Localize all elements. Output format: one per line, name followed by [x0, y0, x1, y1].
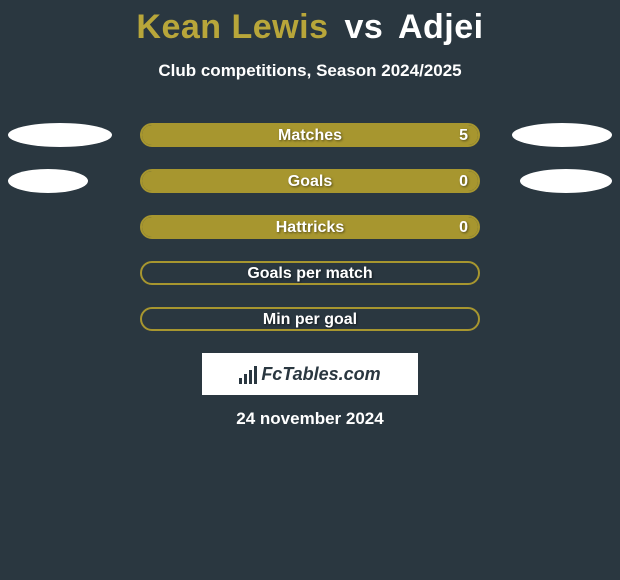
- subtitle: Club competitions, Season 2024/2025: [0, 61, 620, 81]
- stat-value: 0: [459, 217, 468, 237]
- stat-label: Min per goal: [142, 309, 478, 329]
- right-ellipse: [512, 123, 612, 147]
- logo: FcTables.com: [239, 364, 380, 385]
- stat-bar: Hattricks0: [140, 215, 480, 239]
- stat-label: Goals per match: [142, 263, 478, 283]
- right-ellipse: [520, 169, 612, 193]
- left-ellipse: [8, 169, 88, 193]
- stat-row: Goals0: [0, 169, 620, 193]
- vs-text: vs: [344, 8, 383, 46]
- comparison-card: Kean Lewis vs Adjei Club competitions, S…: [0, 0, 620, 429]
- stats-rows: Matches5Goals0Hattricks0Goals per matchM…: [0, 123, 620, 331]
- stat-bar: Matches5: [140, 123, 480, 147]
- stat-row: Matches5: [0, 123, 620, 147]
- stat-row: Goals per match: [0, 261, 620, 285]
- date-text: 24 november 2024: [0, 409, 620, 429]
- stat-bar: Goals0: [140, 169, 480, 193]
- logo-text: FcTables.com: [261, 364, 380, 385]
- left-ellipse: [8, 123, 112, 147]
- page-title: Kean Lewis vs Adjei: [0, 8, 620, 47]
- stat-row: Min per goal: [0, 307, 620, 331]
- stat-bar: Goals per match: [140, 261, 480, 285]
- stat-value: 0: [459, 171, 468, 191]
- player2-name: Adjei: [398, 8, 484, 46]
- stat-label: Goals: [142, 171, 478, 191]
- bar-icon: [239, 364, 257, 384]
- stat-row: Hattricks0: [0, 215, 620, 239]
- stat-label: Hattricks: [142, 217, 478, 237]
- stat-bar: Min per goal: [140, 307, 480, 331]
- stat-value: 5: [459, 125, 468, 145]
- logo-box: FcTables.com: [202, 353, 418, 395]
- player1-name: Kean Lewis: [136, 8, 328, 46]
- stat-label: Matches: [142, 125, 478, 145]
